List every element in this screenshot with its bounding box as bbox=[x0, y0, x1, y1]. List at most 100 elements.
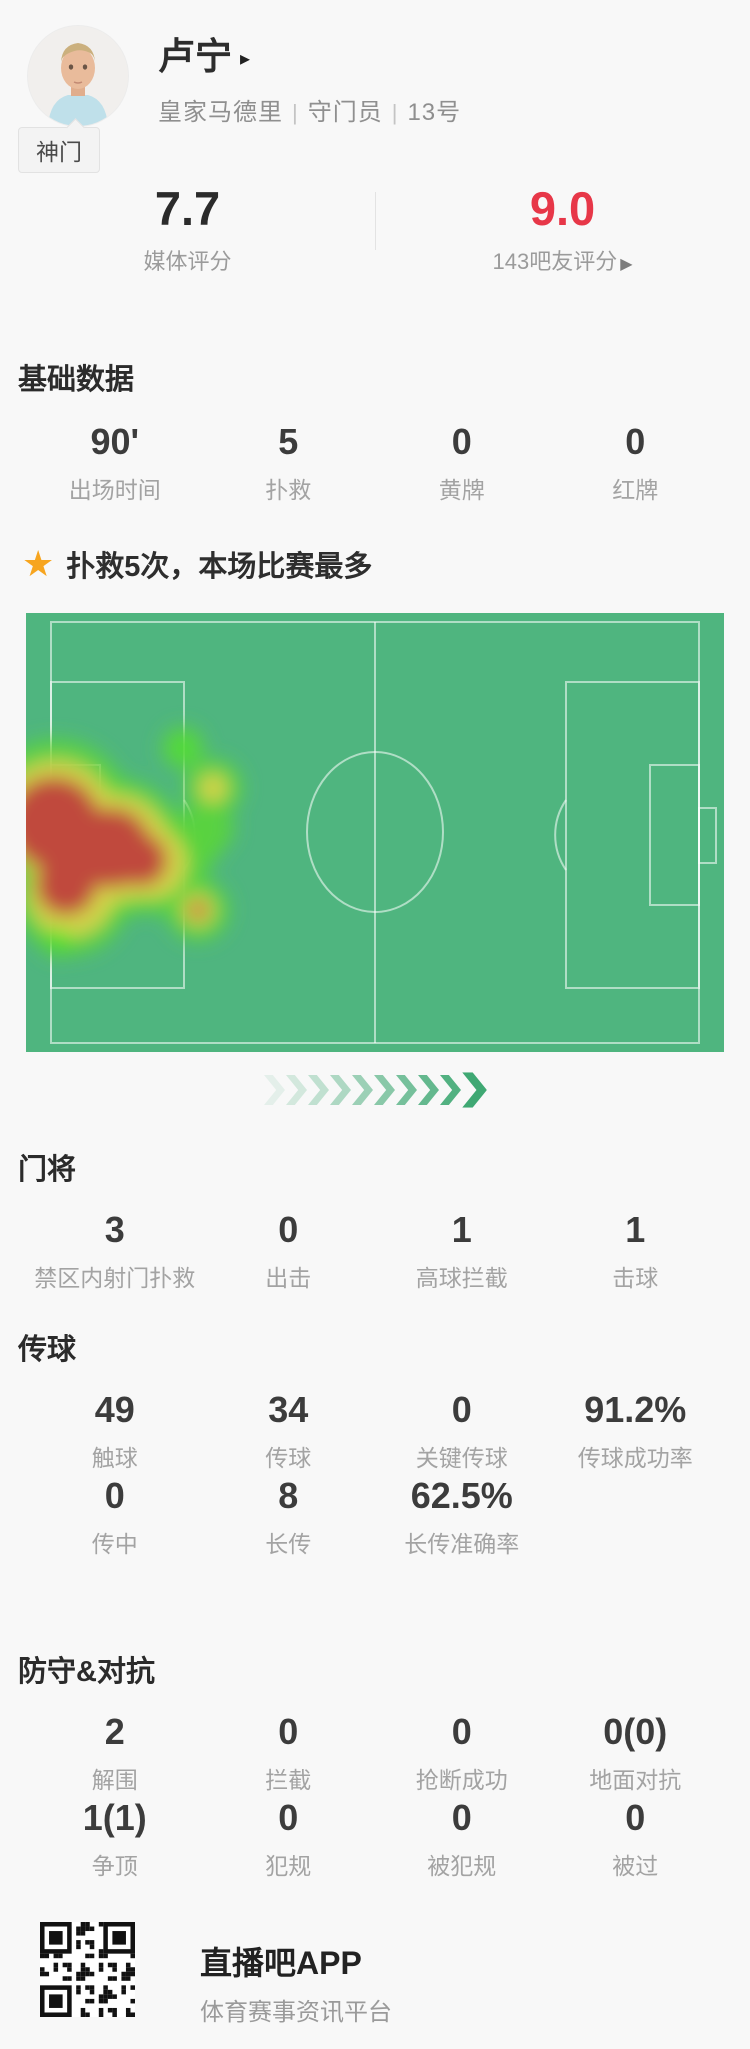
stat-cell: 1 高球拦截 bbox=[375, 1210, 549, 1293]
chevron-icon bbox=[374, 1075, 395, 1105]
stat-value: 1 bbox=[625, 1209, 646, 1250]
stat-value: 0 bbox=[625, 421, 646, 462]
defense-stats-row-1: 2 解围 0 拦截 0 抢断成功 0(0) 地面对抗 bbox=[28, 1712, 722, 1795]
chevron-icon bbox=[264, 1075, 285, 1105]
stat-label: 传球 bbox=[265, 1444, 312, 1471]
stat-label: 红牌 bbox=[612, 476, 659, 503]
chevron-icon bbox=[286, 1075, 307, 1105]
section-title-goalkeeper: 门将 bbox=[18, 1154, 77, 1186]
stat-value: 0(0) bbox=[603, 1711, 668, 1752]
fan-rating-link[interactable]: 9.0 143吧友评分 ▶ bbox=[375, 182, 750, 276]
stat-label: 触球 bbox=[91, 1444, 138, 1471]
stat-label: 出击 bbox=[265, 1264, 312, 1291]
stat-value: 62.5% bbox=[410, 1475, 513, 1516]
stat-value: 34 bbox=[268, 1389, 309, 1430]
stat-cell: 0 犯规 bbox=[202, 1798, 376, 1881]
chevron-icon bbox=[352, 1075, 373, 1105]
stat-cell-empty bbox=[549, 1476, 723, 1559]
stat-label: 被犯规 bbox=[427, 1852, 497, 1879]
stat-cell: 34 传球 bbox=[202, 1390, 376, 1473]
stat-value: 90' bbox=[90, 421, 140, 462]
stat-cell: 49 触球 bbox=[28, 1390, 202, 1473]
stat-label: 长传准确率 bbox=[404, 1530, 520, 1557]
stat-value: 5 bbox=[278, 421, 299, 462]
subtitle-separator: | bbox=[292, 100, 299, 125]
media-rating-score: 7.7 bbox=[154, 182, 221, 235]
fan-rating-label: 143吧友评分 ▶ bbox=[375, 244, 750, 276]
stat-label: 出场时间 bbox=[68, 476, 161, 503]
stat-label: 被过 bbox=[612, 1852, 659, 1879]
chevron-icon bbox=[418, 1075, 439, 1105]
stat-value: 0 bbox=[451, 421, 472, 462]
stat-value: 0 bbox=[451, 1797, 472, 1838]
stat-label: 地面对抗 bbox=[589, 1766, 682, 1793]
stat-value: 0 bbox=[451, 1711, 472, 1752]
player-position: 守门员 bbox=[307, 99, 383, 126]
passing-stats-row-2: 0 传中 8 长传 62.5% 长传准确率 bbox=[28, 1476, 722, 1559]
stat-cell: 0 抢断成功 bbox=[375, 1712, 549, 1795]
app-name: 直播吧APP bbox=[200, 1945, 362, 1981]
stat-cell: 91.2% 传球成功率 bbox=[549, 1390, 723, 1473]
stat-label: 拦截 bbox=[265, 1766, 312, 1793]
passing-stats-row-1: 49 触球 34 传球 0 关键传球 91.2% 传球成功率 bbox=[28, 1390, 722, 1473]
player-avatar bbox=[28, 26, 128, 126]
stat-value: 49 bbox=[94, 1389, 135, 1430]
stat-label: 关键传球 bbox=[415, 1444, 508, 1471]
player-name-link[interactable]: 卢宁 ▸ bbox=[158, 38, 250, 75]
subtitle-separator: | bbox=[391, 100, 399, 125]
stat-cell: 1 击球 bbox=[549, 1210, 723, 1293]
stat-label: 禁区内射门扑救 bbox=[34, 1264, 196, 1291]
heatmap-blobs bbox=[26, 726, 243, 958]
media-rating-label: 媒体评分 bbox=[143, 249, 232, 275]
ratings-block: 7.7 媒体评分 9.0 143吧友评分 ▶ bbox=[0, 182, 750, 276]
stat-value: 1 bbox=[451, 1209, 472, 1250]
chevron-icon bbox=[462, 1072, 487, 1108]
stat-value: 0 bbox=[104, 1475, 125, 1516]
stat-label: 击球 bbox=[612, 1264, 659, 1291]
chevron-icon bbox=[308, 1075, 329, 1105]
stat-value: 1(1) bbox=[82, 1797, 147, 1838]
stat-value: 0 bbox=[625, 1797, 646, 1838]
stat-label: 传中 bbox=[91, 1530, 138, 1557]
stat-value: 8 bbox=[278, 1475, 299, 1516]
stat-cell: 90' 出场时间 bbox=[28, 422, 202, 505]
fan-rating-arrow-icon: ▶ bbox=[620, 256, 633, 274]
player-name: 卢宁 bbox=[158, 36, 232, 77]
stat-label: 抢断成功 bbox=[415, 1766, 508, 1793]
stat-value: 0 bbox=[278, 1797, 299, 1838]
stat-label: 犯规 bbox=[265, 1852, 312, 1879]
stat-label: 解围 bbox=[91, 1766, 138, 1793]
app-description: 体育赛事资讯平台 bbox=[200, 1999, 392, 2026]
media-rating: 7.7 媒体评分 bbox=[0, 182, 375, 276]
stat-value: 91.2% bbox=[584, 1389, 687, 1430]
stat-label: 扑救 bbox=[265, 476, 312, 503]
fan-rating-label-text: 143吧友评分 bbox=[492, 249, 618, 275]
stat-label: 黄牌 bbox=[438, 476, 485, 503]
highlight-text: 扑救5次，本场比赛最多 bbox=[66, 551, 373, 583]
stat-cell: 0 出击 bbox=[202, 1210, 376, 1293]
stat-cell: 0 红牌 bbox=[549, 422, 723, 505]
tag-label: 神门 bbox=[36, 139, 82, 165]
chevron-icon bbox=[440, 1075, 461, 1105]
stat-value: 0 bbox=[278, 1711, 299, 1752]
stat-label: 长传 bbox=[265, 1530, 312, 1557]
player-tag-badge: 神门 bbox=[18, 118, 100, 173]
pitch-svg bbox=[26, 613, 724, 1052]
player-subtitle: 皇家马德里 | 守门员 | 13号 bbox=[158, 92, 461, 127]
section-title-passing: 传球 bbox=[18, 1334, 77, 1366]
stat-label: 争顶 bbox=[91, 1852, 138, 1879]
section-title-basic: 基础数据 bbox=[18, 364, 135, 396]
qr-code-svg bbox=[40, 1922, 135, 2017]
name-arrow-icon: ▸ bbox=[240, 48, 251, 70]
fan-rating-score: 9.0 bbox=[529, 182, 596, 235]
defense-stats-row-2: 1(1) 争顶 0 犯规 0 被犯规 0 被过 bbox=[28, 1798, 722, 1881]
ratings-divider bbox=[375, 192, 376, 250]
stat-cell: 62.5% 长传准确率 bbox=[375, 1476, 549, 1559]
stat-cell: 0 传中 bbox=[28, 1476, 202, 1559]
stat-value: 0 bbox=[278, 1209, 299, 1250]
stat-cell: 0 黄牌 bbox=[375, 422, 549, 505]
qr-code bbox=[40, 1922, 135, 2017]
stat-cell: 0 被过 bbox=[549, 1798, 723, 1881]
chevron-icon bbox=[330, 1075, 351, 1105]
stat-cell: 2 解围 bbox=[28, 1712, 202, 1795]
